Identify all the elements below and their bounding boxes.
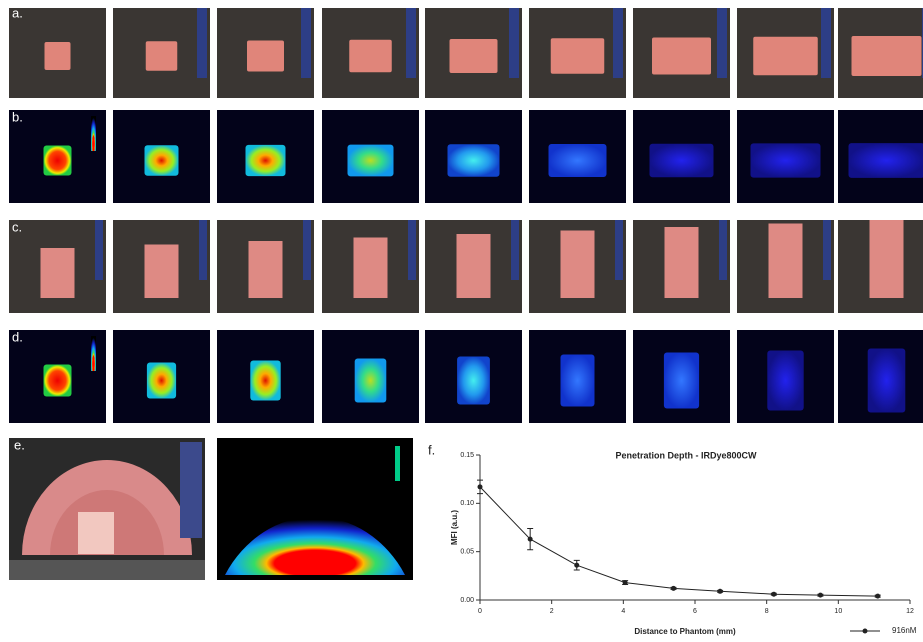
image-tiles (9, 8, 923, 423)
panel-label: d. (12, 329, 23, 344)
legend-marker (862, 628, 868, 634)
x-tick-label: 4 (621, 608, 625, 615)
point (574, 562, 580, 568)
ruler (406, 8, 416, 78)
fluorescence (447, 144, 500, 177)
x-tick-label: 8 (765, 608, 769, 615)
panel-label: e. (14, 437, 25, 452)
tissue (768, 223, 803, 298)
point (477, 484, 483, 490)
ruler (303, 220, 311, 280)
tissue (449, 39, 498, 73)
fluorescence (848, 143, 923, 178)
ruler (95, 220, 103, 280)
x-tick-label: 12 (906, 608, 914, 615)
x-tick-label: 0 (478, 608, 482, 615)
x-tick-label: 6 (693, 608, 697, 615)
panel-e-images (9, 438, 413, 580)
tissue (40, 248, 75, 298)
tissue (851, 36, 922, 76)
panel-label: a. (12, 5, 23, 20)
point (771, 591, 777, 597)
y-axis-label: MFI (a.u.) (450, 510, 459, 545)
panel-label: b. (12, 109, 23, 124)
fluorescence (663, 352, 700, 409)
tissue (869, 220, 904, 298)
tissue (550, 38, 605, 74)
x-tick-label: 10 (834, 608, 842, 615)
point (527, 536, 533, 542)
fluorescence (347, 144, 394, 177)
fluorescence (750, 143, 821, 178)
ruler (511, 220, 519, 280)
fluorescence (867, 348, 906, 413)
chart-f: Penetration Depth - IRDye800CW 0.00 0.05 0.… (450, 450, 917, 636)
tissue (652, 37, 711, 75)
tissue (144, 244, 179, 298)
tissue (353, 237, 388, 298)
ruler (821, 8, 831, 78)
tissue (753, 36, 818, 76)
ruler (719, 220, 727, 280)
fluorescence (144, 145, 179, 176)
fluorescence (767, 350, 804, 411)
x-axis-label: Distance to Phantom (mm) (634, 627, 736, 636)
fluorescence (43, 145, 72, 176)
tissue (247, 40, 284, 72)
panel-label: c. (12, 219, 22, 234)
point (622, 580, 628, 586)
y-tick-label: 0.00 (460, 597, 474, 604)
fluorescence (649, 143, 714, 178)
point (875, 593, 881, 599)
fluorescence (560, 354, 595, 407)
ruler (301, 8, 311, 78)
y-tick-label: 0.15 (460, 452, 474, 459)
y-tick-label: 0.10 (460, 500, 474, 507)
chart-title: Penetration Depth - IRDye800CW (615, 450, 757, 460)
ruler (823, 220, 831, 280)
tissue (248, 241, 283, 298)
ruler (408, 220, 416, 280)
panel-label: f. (428, 442, 435, 457)
fluorescence (245, 144, 286, 177)
colorbar (91, 336, 96, 371)
ruler (197, 8, 207, 78)
ruler (509, 8, 519, 78)
ruler (615, 220, 623, 280)
series-line (479, 486, 878, 597)
point (817, 592, 823, 598)
x-tick-label: 2 (550, 608, 554, 615)
ruler (613, 8, 623, 78)
fluorescence (43, 364, 72, 397)
point (671, 585, 676, 591)
ruler (199, 220, 207, 280)
fluorescence (457, 356, 490, 405)
tissue (456, 234, 491, 298)
point (717, 588, 723, 594)
fluorescence (354, 358, 387, 403)
fluorescence (548, 144, 607, 177)
legend-label: 916nM (892, 626, 917, 635)
colorbar (91, 116, 96, 151)
ruler (717, 8, 727, 78)
tissue (560, 230, 595, 298)
fluorescence (146, 362, 177, 399)
tissue (349, 39, 392, 73)
tissue (44, 42, 71, 70)
fluorescence (250, 360, 281, 401)
y-tick-label: 0.05 (460, 549, 474, 556)
tissue (664, 227, 699, 298)
tissue (145, 41, 178, 71)
